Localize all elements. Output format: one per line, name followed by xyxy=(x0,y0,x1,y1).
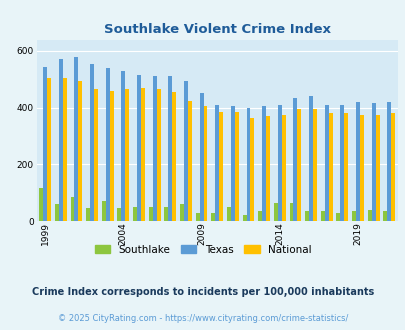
Bar xyxy=(156,89,160,221)
Bar xyxy=(133,207,137,221)
Bar xyxy=(203,106,207,221)
Bar xyxy=(390,113,394,221)
Bar xyxy=(195,213,199,221)
Bar xyxy=(211,213,215,221)
Bar xyxy=(70,197,74,221)
Bar xyxy=(324,105,328,221)
Bar xyxy=(141,88,145,221)
Bar xyxy=(281,115,285,221)
Bar xyxy=(234,112,238,221)
Bar xyxy=(339,105,343,221)
Bar xyxy=(296,109,301,221)
Bar xyxy=(226,207,230,221)
Bar xyxy=(351,211,355,221)
Bar xyxy=(109,91,113,221)
Bar xyxy=(386,102,390,221)
Bar xyxy=(125,89,129,221)
Bar xyxy=(94,89,98,221)
Bar xyxy=(359,115,363,221)
Bar xyxy=(215,105,219,221)
Bar xyxy=(55,204,59,221)
Bar xyxy=(137,75,141,221)
Text: © 2025 CityRating.com - https://www.cityrating.com/crime-statistics/: © 2025 CityRating.com - https://www.city… xyxy=(58,314,347,323)
Bar xyxy=(312,109,316,221)
Bar xyxy=(273,203,277,221)
Bar xyxy=(78,81,82,221)
Bar xyxy=(367,210,371,221)
Bar xyxy=(305,211,308,221)
Bar xyxy=(188,101,191,221)
Bar xyxy=(328,113,332,221)
Bar xyxy=(250,117,254,221)
Bar xyxy=(59,59,63,221)
Bar xyxy=(289,203,293,221)
Bar xyxy=(343,113,347,221)
Bar xyxy=(121,71,125,221)
Bar xyxy=(43,67,47,221)
Bar xyxy=(293,98,296,221)
Text: Crime Index corresponds to incidents per 100,000 inhabitants: Crime Index corresponds to incidents per… xyxy=(32,287,373,297)
Bar xyxy=(105,68,109,221)
Bar xyxy=(375,115,379,221)
Bar xyxy=(265,116,269,221)
Bar xyxy=(179,204,183,221)
Bar xyxy=(230,106,234,221)
Bar xyxy=(336,213,339,221)
Bar xyxy=(320,211,324,221)
Bar xyxy=(219,112,222,221)
Bar xyxy=(102,201,105,221)
Bar xyxy=(39,188,43,221)
Legend: Southlake, Texas, National: Southlake, Texas, National xyxy=(90,241,315,259)
Bar xyxy=(164,207,168,221)
Bar xyxy=(152,77,156,221)
Bar xyxy=(148,207,152,221)
Bar xyxy=(90,64,94,221)
Bar xyxy=(47,78,51,221)
Bar xyxy=(117,208,121,221)
Bar xyxy=(277,105,281,221)
Bar xyxy=(63,78,66,221)
Bar xyxy=(371,103,375,221)
Bar xyxy=(246,108,250,221)
Title: Southlake Violent Crime Index: Southlake Violent Crime Index xyxy=(103,23,330,36)
Bar xyxy=(258,211,262,221)
Bar xyxy=(183,81,188,221)
Bar xyxy=(382,211,386,221)
Bar xyxy=(172,92,176,221)
Bar xyxy=(242,215,246,221)
Bar xyxy=(74,57,78,221)
Bar xyxy=(355,102,359,221)
Bar xyxy=(308,96,312,221)
Bar xyxy=(86,208,90,221)
Bar xyxy=(199,93,203,221)
Bar xyxy=(168,77,172,221)
Bar xyxy=(262,106,265,221)
